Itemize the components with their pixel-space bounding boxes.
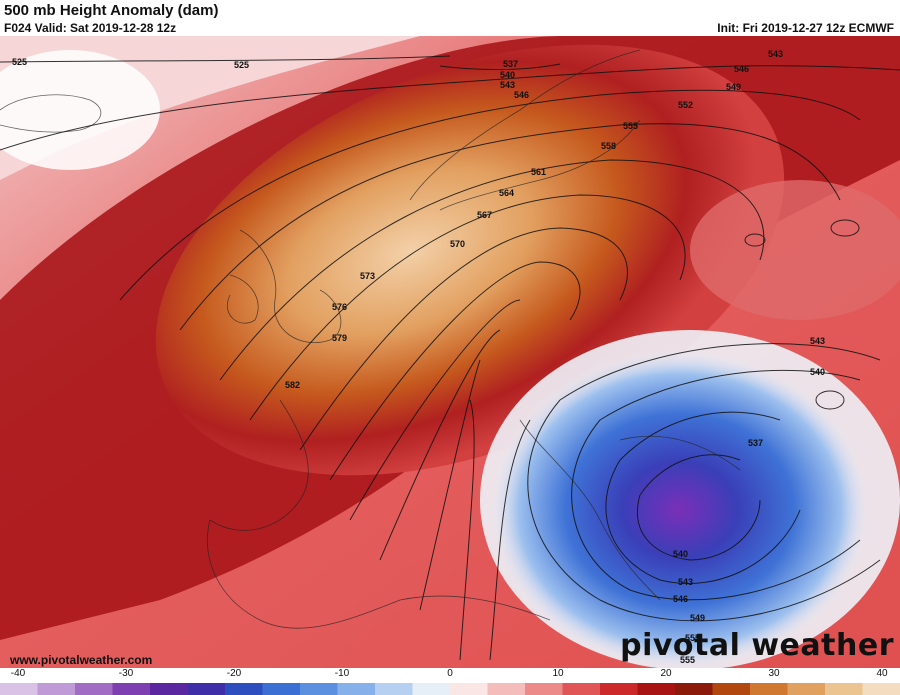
colorbar-tick-label: -10	[334, 668, 350, 679]
header: 500 mb Height Anomaly (dam) F024 Valid: …	[0, 0, 900, 36]
colorbar-swatch	[75, 683, 113, 695]
contour-label: 546	[734, 64, 749, 74]
contour-label: 573	[360, 271, 375, 281]
colorbar-swatch	[187, 683, 226, 695]
colorbar-tick-label: 40	[876, 668, 888, 679]
colorbar-swatch	[825, 683, 863, 695]
colorbar-swatch	[600, 683, 638, 695]
colorbar-swatch	[525, 683, 563, 695]
colorbar-swatch	[787, 683, 826, 695]
contour-label: 546	[673, 594, 688, 604]
contour-label: 567	[477, 210, 492, 220]
colorbar-swatch	[337, 683, 376, 695]
contour-label: 582	[285, 380, 300, 390]
colorbar-swatch	[637, 683, 676, 695]
colorbar-tick-label: -30	[118, 668, 134, 679]
colorbar-tick-label: 30	[768, 668, 780, 679]
colorbar-swatch	[300, 683, 338, 695]
website-url: www.pivotalweather.com	[10, 653, 153, 667]
colorbar-tick-label: 0	[447, 668, 453, 679]
contour-label: 549	[690, 613, 705, 623]
colorbar-swatch	[750, 683, 788, 695]
contour-label: 543	[678, 577, 693, 587]
contour-label: 540	[673, 549, 688, 559]
colorbar-swatch	[37, 683, 76, 695]
colorbar-swatch	[150, 683, 188, 695]
colorbar-swatch	[412, 683, 451, 695]
contour-label: 558	[601, 141, 616, 151]
contour-label: 549	[726, 82, 741, 92]
colorbar-swatch	[0, 683, 38, 695]
colorbar-swatch	[487, 683, 526, 695]
contour-label: 540	[810, 367, 825, 377]
colorbar-swatch	[562, 683, 601, 695]
east-positive	[690, 180, 900, 320]
colorbar-swatch	[112, 683, 151, 695]
contour-label: 543	[810, 336, 825, 346]
contour-label: 576	[332, 302, 347, 312]
colorbar	[0, 683, 900, 695]
colorbar-swatch	[375, 683, 413, 695]
brand-logo: pivotal weather	[620, 628, 894, 663]
contour-label: 525	[12, 57, 27, 67]
contour-label: 570	[450, 239, 465, 249]
colorbar-tick-label: -20	[226, 668, 242, 679]
contour-label: 552	[678, 100, 693, 110]
colorbar-tick-label: -40	[10, 668, 26, 679]
contour-label: 555	[623, 121, 638, 131]
colorbar-tick-label: 20	[660, 668, 672, 679]
colorbar-swatch	[225, 683, 263, 695]
colorbar-swatch	[450, 683, 488, 695]
northwest-low-core	[0, 50, 160, 170]
anomaly-map: 525 525 537 540 543 546 543 546 549 552 …	[0, 36, 900, 668]
trough-anomaly	[490, 350, 870, 668]
contour-labels: 525 525 537 540 543 546 543 546 549 552 …	[12, 49, 825, 665]
contour-label: 537	[503, 59, 518, 69]
colorbar-swatch	[675, 683, 713, 695]
colorbar-swatch	[262, 683, 301, 695]
contour-label: 537	[748, 438, 763, 448]
valid-time: F024 Valid: Sat 2019-12-28 12z	[4, 21, 177, 35]
colorbar-swatch	[862, 683, 900, 695]
contour-label: 564	[499, 188, 514, 198]
colorbar-swatch	[712, 683, 751, 695]
contour-label: 540	[500, 70, 515, 80]
contour-label: 546	[514, 90, 529, 100]
coastlines	[0, 49, 741, 629]
contour-label: 555	[680, 655, 695, 665]
contour-label: 525	[234, 60, 249, 70]
contour-label: 579	[332, 333, 347, 343]
contour-label: 561	[531, 167, 546, 177]
map-title: 500 mb Height Anomaly (dam)	[4, 2, 219, 19]
contour-label: 543	[500, 80, 515, 90]
colorbar-tick-label: 10	[552, 668, 564, 679]
contour-label: 555	[685, 633, 700, 643]
contour-label: 543	[768, 49, 783, 59]
init-time: Init: Fri 2019-12-27 12z ECMWF	[717, 21, 894, 35]
height-contours	[0, 55, 900, 661]
